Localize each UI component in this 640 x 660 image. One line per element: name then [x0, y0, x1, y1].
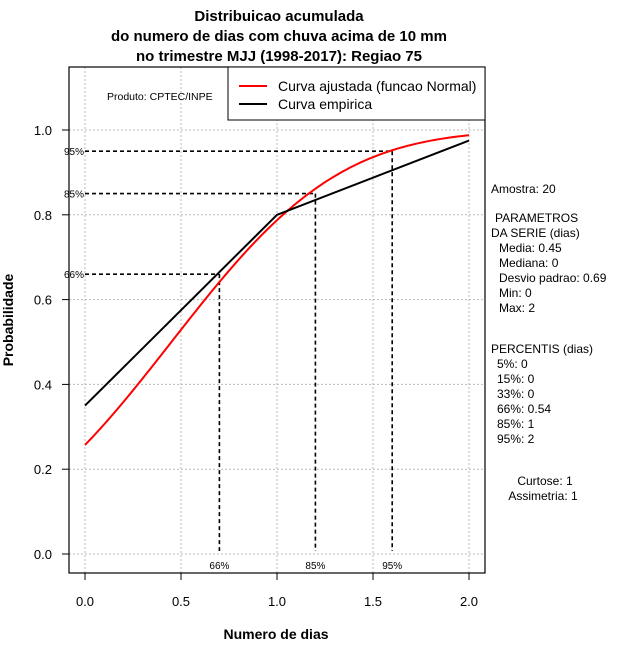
percentile-bottom-label: 85%	[305, 561, 325, 572]
series-lines	[84, 134, 470, 446]
param-mediana: Mediana: 0	[499, 256, 559, 270]
x-tick-label: 2.0	[460, 594, 478, 609]
percentil-85: 85%: 1	[497, 417, 535, 431]
product-label: Produto: CPTEC/INPE	[107, 91, 213, 103]
x-tick-label: 1.0	[268, 594, 286, 609]
y-tick-label: 0.8	[34, 208, 52, 223]
sample-size: Amostra: 20	[491, 182, 556, 196]
percentil-15: 15%: 0	[497, 372, 535, 386]
axes: 0.0 0.5 1.0 1.5 2.0 0.0 0.2 0.4 0.6 0.8 1.0	[34, 123, 478, 609]
percentis-title: PERCENTIS (dias)	[491, 342, 593, 356]
side-panel: Amostra: 20 PARAMETROS DA SERIE (dias) M…	[491, 182, 607, 503]
percentile-left-label: 66%	[64, 270, 84, 281]
empirical-curve	[84, 139, 470, 407]
y-tick-label: 0.6	[34, 293, 52, 308]
percentil-33: 33%: 0	[497, 387, 535, 401]
y-tick-label: 1.0	[34, 123, 52, 138]
chart-title-line2: do numero de dias com chuva acima de 10 …	[111, 28, 447, 45]
chart-title-line1: Distribuicao acumulada	[194, 8, 364, 25]
y-tick-label: 0.0	[34, 547, 52, 562]
legend-box	[227, 66, 486, 121]
params-title-1: PARAMETROS	[495, 211, 578, 225]
legend-label-fitted: Curva ajustada (funcao Normal)	[278, 78, 476, 94]
percentil-5: 5%: 0	[497, 357, 528, 371]
param-desvio: Desvio padrao: 0.69	[499, 271, 607, 285]
percentile-left-label: 85%	[64, 190, 84, 201]
legend: Curva ajustada (funcao Normal) Curva emp…	[227, 66, 486, 121]
assimetria: Assimetria: 1	[508, 489, 578, 503]
percentile-bottom-label: 95%	[382, 561, 402, 572]
y-tick-label: 0.2	[34, 462, 52, 477]
x-tick-label: 0.0	[76, 594, 94, 609]
percentil-66: 66%: 0.54	[497, 402, 551, 416]
y-tick-label: 0.4	[34, 377, 52, 392]
curtose: Curtose: 1	[517, 474, 573, 488]
x-tick-label: 0.5	[172, 594, 190, 609]
chart-title-line3: no trimestre MJJ (1998-2017): Regiao 75	[136, 48, 422, 65]
legend-label-empirical: Curva empirica	[278, 96, 372, 112]
percentile-markers: 66% 66% 85% 85% 95% 95%	[64, 147, 402, 572]
x-axis-label: Numero de dias	[223, 626, 328, 642]
percentile-bottom-label: 66%	[209, 561, 229, 572]
params-title-2: DA SERIE (dias)	[491, 226, 580, 240]
param-media: Media: 0.45	[499, 241, 562, 255]
fitted-normal-curve	[84, 134, 470, 446]
y-axis-label: Probabilidade	[0, 274, 16, 367]
percentile-left-label: 95%	[64, 147, 84, 158]
param-max: Max: 2	[499, 301, 535, 315]
x-tick-label: 1.5	[364, 594, 382, 609]
percentil-95: 95%: 2	[497, 432, 535, 446]
param-min: Min: 0	[499, 286, 532, 300]
